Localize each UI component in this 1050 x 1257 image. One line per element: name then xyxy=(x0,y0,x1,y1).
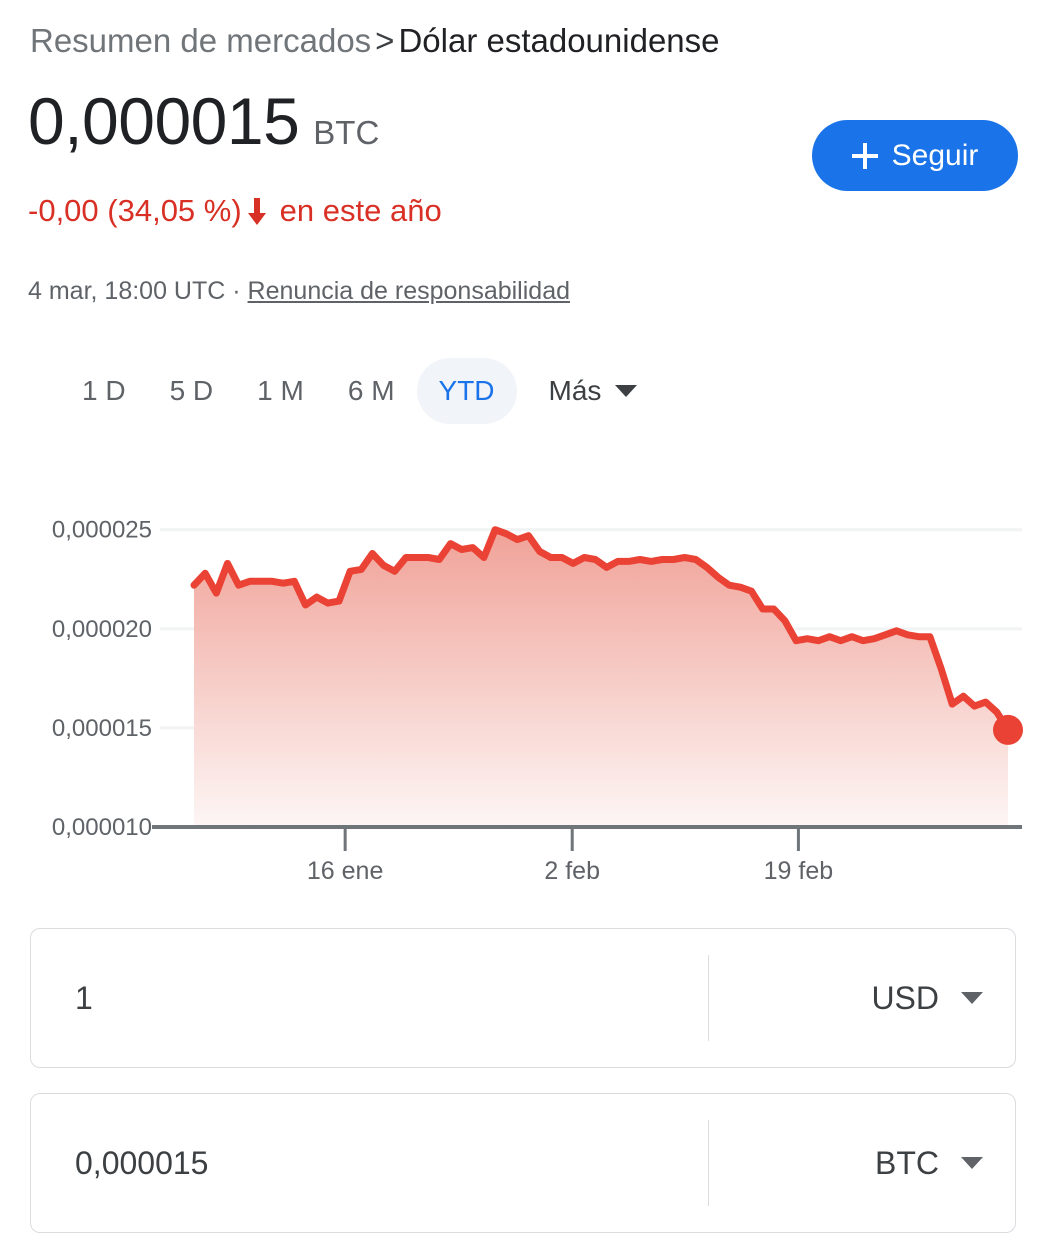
price-change-period: en este año xyxy=(279,193,442,228)
quote-timestamp: 4 mar, 18:00 UTC xyxy=(28,277,226,305)
chevron-down-icon xyxy=(615,385,638,397)
follow-button-label: Seguir xyxy=(891,138,979,172)
converter-currency-code-from: USD xyxy=(871,980,939,1016)
chart-y-axis-labels: 0,000025 0,000020 0,000015 0,000010 xyxy=(52,517,152,841)
range-more-label: Más xyxy=(548,375,602,406)
converter-amount-input-from[interactable]: 1 xyxy=(75,980,93,1016)
converter-amount-input-to[interactable]: 0,000015 xyxy=(75,1145,209,1181)
chart-line xyxy=(190,526,1012,734)
price-value: 0,000015 xyxy=(28,84,300,158)
price-chart[interactable]: 0,000025 0,000020 0,000015 0,000010 16 ene 2… xyxy=(0,470,1050,900)
price-change-row: -0,00 (34,05 %) en este año xyxy=(28,190,442,232)
range-more-button[interactable]: Más xyxy=(549,375,638,407)
converter-divider xyxy=(708,1120,709,1206)
chart-end-marker xyxy=(993,714,1023,745)
follow-button[interactable]: Seguir xyxy=(812,120,1018,191)
timestamp-separator: · xyxy=(232,277,241,305)
svg-text:0,000020: 0,000020 xyxy=(52,616,152,643)
disclaimer-link[interactable]: Renuncia de responsabilidad xyxy=(247,277,570,305)
range-tab-5d[interactable]: 5 D xyxy=(169,375,214,406)
svg-text:2 feb: 2 feb xyxy=(544,857,600,885)
arrow-down-icon xyxy=(244,197,270,227)
svg-text:0,000025: 0,000025 xyxy=(52,517,152,544)
chart-x-axis-ticks xyxy=(343,827,800,851)
converter-row-to[interactable]: 0,000015 BTC xyxy=(30,1093,1016,1233)
chart-x-axis-labels: 16 ene 2 feb 19 feb xyxy=(307,857,833,885)
price-currency-unit: BTC xyxy=(313,114,380,151)
svg-text:19 feb: 19 feb xyxy=(764,857,834,885)
breadcrumb-separator: > xyxy=(375,22,395,59)
range-tab-6m[interactable]: 6 M xyxy=(347,375,395,406)
price-row: 0,000015 BTC xyxy=(28,85,379,157)
breadcrumb-current: Dólar estadounidense xyxy=(398,22,720,59)
chart-area-fill xyxy=(194,529,1008,827)
svg-text:16 ene: 16 ene xyxy=(307,857,383,885)
converter-currency-select-to[interactable]: BTC xyxy=(709,1094,1015,1232)
price-change-value: -0,00 (34,05 %) xyxy=(28,193,242,228)
converter-divider xyxy=(708,955,709,1041)
range-tabs: 1 D 5 D 1 M 6 M YTD Más xyxy=(60,358,638,424)
svg-text:0,000010: 0,000010 xyxy=(52,814,152,841)
breadcrumb: Resumen de mercados > Dólar estadounidense xyxy=(30,19,720,63)
chevron-down-icon xyxy=(961,1157,983,1169)
chevron-down-icon xyxy=(961,992,983,1004)
price-chart-svg: 0,000025 0,000020 0,000015 0,000010 16 ene 2… xyxy=(52,517,1023,885)
converter-row-from[interactable]: 1 USD xyxy=(30,928,1016,1068)
plus-icon xyxy=(851,142,878,169)
svg-text:0,000015: 0,000015 xyxy=(52,715,152,742)
range-tab-1m[interactable]: 1 M xyxy=(257,375,304,406)
breadcrumb-parent-link[interactable]: Resumen de mercados xyxy=(30,22,372,59)
range-tab-1d[interactable]: 1 D xyxy=(82,375,126,406)
timestamp-row: 4 mar, 18:00 UTC · Renuncia de responsab… xyxy=(28,274,570,308)
converter-currency-select-from[interactable]: USD xyxy=(709,929,1015,1067)
converter-currency-code-to: BTC xyxy=(875,1145,939,1181)
range-tab-ytd[interactable]: YTD xyxy=(416,358,517,424)
